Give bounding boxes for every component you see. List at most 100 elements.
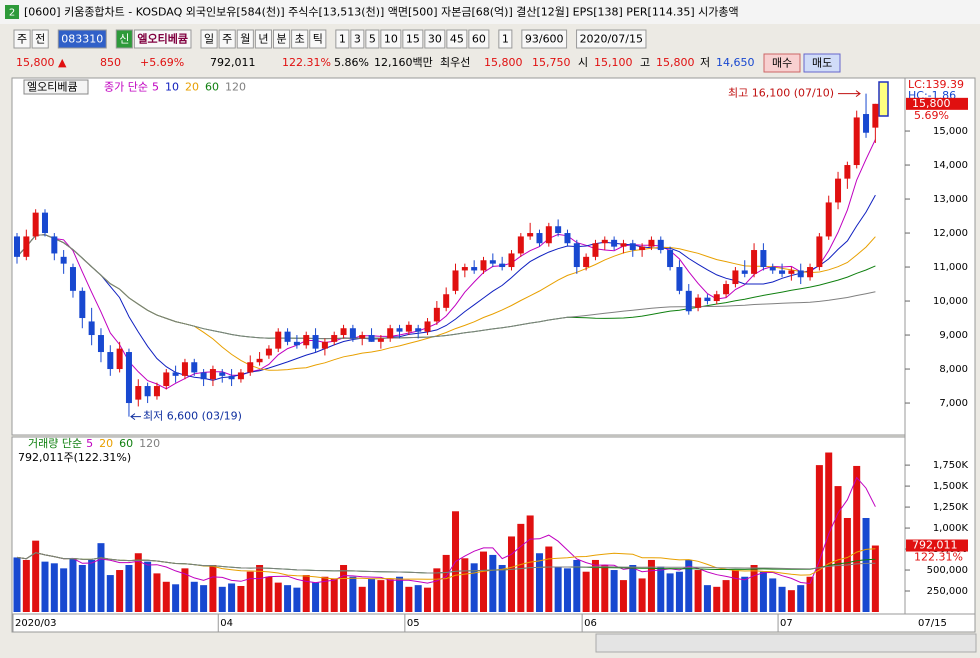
toolbar-label: 엘오티베큠 (137, 32, 188, 46)
high-annotation: 최고 16,100 (07/10) (728, 87, 834, 100)
candle-body (433, 307, 440, 322)
volume-bar (237, 585, 245, 612)
candle-body (312, 335, 319, 349)
volume-bar (815, 465, 823, 612)
ma-line (16, 194, 876, 381)
toolbar-button[interactable] (468, 29, 490, 49)
candle-body (135, 386, 142, 400)
candle-body (247, 362, 254, 373)
app-icon (5, 5, 19, 19)
toolbar-button[interactable] (115, 29, 133, 49)
candle-body (592, 243, 599, 257)
toolbar-button[interactable] (272, 29, 291, 49)
toolbar-label: 일 (204, 32, 214, 46)
volume-bar (694, 570, 702, 612)
candle-body (508, 253, 515, 268)
sell-label: 매도 (812, 57, 832, 70)
candle-body (872, 103, 879, 128)
name-box (23, 79, 89, 95)
toolbar-button[interactable] (402, 29, 424, 49)
candle-body (275, 331, 282, 349)
volume-bar (741, 576, 749, 612)
volume-bar (480, 551, 487, 612)
toolbar-button[interactable] (335, 29, 350, 49)
volume-bar (433, 568, 441, 612)
toolbar-button[interactable] (200, 29, 218, 49)
candle-body (265, 348, 272, 356)
toolbar-button[interactable] (498, 29, 513, 49)
scroll-bar[interactable] (595, 633, 977, 653)
quote-field: 15,800 (484, 56, 523, 69)
candle-body (639, 246, 646, 251)
toolbar-button[interactable] (218, 29, 236, 49)
toolbar-button[interactable] (13, 29, 31, 49)
volume-bar (13, 557, 21, 612)
candle-body (853, 117, 860, 166)
price-label: 15,800 (912, 97, 951, 110)
volume-bar (302, 575, 310, 612)
candle-body (751, 250, 758, 274)
toolbar-button[interactable] (521, 29, 568, 49)
candle-body (424, 321, 431, 332)
quote-field: 15,100 (594, 56, 633, 69)
x-tick-label: 07 (780, 618, 793, 629)
volume-rate: 122.31% (914, 551, 963, 564)
toolbar-label: 년 (258, 33, 268, 46)
volume-bar (125, 564, 133, 612)
volume-bar (377, 580, 385, 612)
rate-label: 5.69% (914, 109, 949, 122)
y-tick-label: 8,000 (939, 364, 968, 375)
toolbar-button[interactable] (31, 29, 49, 49)
toolbar-button[interactable] (350, 29, 365, 49)
quote-field: 850 (100, 56, 121, 69)
y-tick-label: 14,000 (933, 160, 968, 171)
volume-bar (638, 578, 646, 612)
volume-bar (657, 566, 665, 612)
volume-bar (862, 517, 870, 612)
candle-body (79, 290, 86, 319)
candle-body (349, 328, 356, 339)
candle-body (648, 239, 655, 247)
toolbar-button[interactable] (365, 29, 380, 49)
volume-bar (349, 576, 357, 612)
candle-body (807, 267, 814, 278)
volume-bar (759, 571, 767, 612)
volume-bar (573, 559, 581, 612)
ma-legend: 60 (205, 81, 219, 94)
toolbar-button[interactable] (57, 29, 107, 49)
toolbar-label: 30 (428, 33, 442, 46)
quote-field: 122.31% (282, 56, 331, 69)
volume-bar (787, 590, 795, 612)
high-arrow (838, 90, 861, 98)
toolbar-label: 45 (450, 33, 464, 46)
toolbar-button[interactable] (254, 29, 272, 49)
volume-bar (405, 586, 413, 612)
candle-body (741, 270, 748, 274)
volume-bar (489, 554, 497, 612)
volume-bar (545, 546, 553, 612)
toolbar-button[interactable] (576, 29, 647, 49)
candle-body (583, 256, 590, 268)
toolbar-button[interactable] (133, 29, 192, 49)
volume-bar (321, 576, 329, 612)
candle-body (825, 202, 832, 237)
toolbar-button[interactable] (309, 29, 327, 49)
sell-button[interactable] (803, 53, 841, 73)
candle-body (601, 239, 608, 244)
toolbar-button[interactable] (424, 29, 446, 49)
last-date: 07/15 (918, 618, 947, 629)
toolbar-button[interactable] (380, 29, 402, 49)
candle-body (788, 270, 795, 274)
toolbar-button[interactable] (236, 29, 254, 49)
toolbar-button[interactable] (291, 29, 309, 49)
buy-button[interactable] (763, 53, 801, 73)
candle-body (844, 165, 851, 179)
volume-bar (78, 564, 86, 612)
ma-legend: 20 (185, 81, 199, 94)
vol-y-tick-label: 1,500K (933, 481, 969, 492)
volume-bar (853, 465, 861, 612)
candle-body (480, 260, 487, 271)
volume-bar (619, 580, 627, 612)
toolbar-button[interactable] (446, 29, 468, 49)
candle-body (284, 331, 291, 342)
